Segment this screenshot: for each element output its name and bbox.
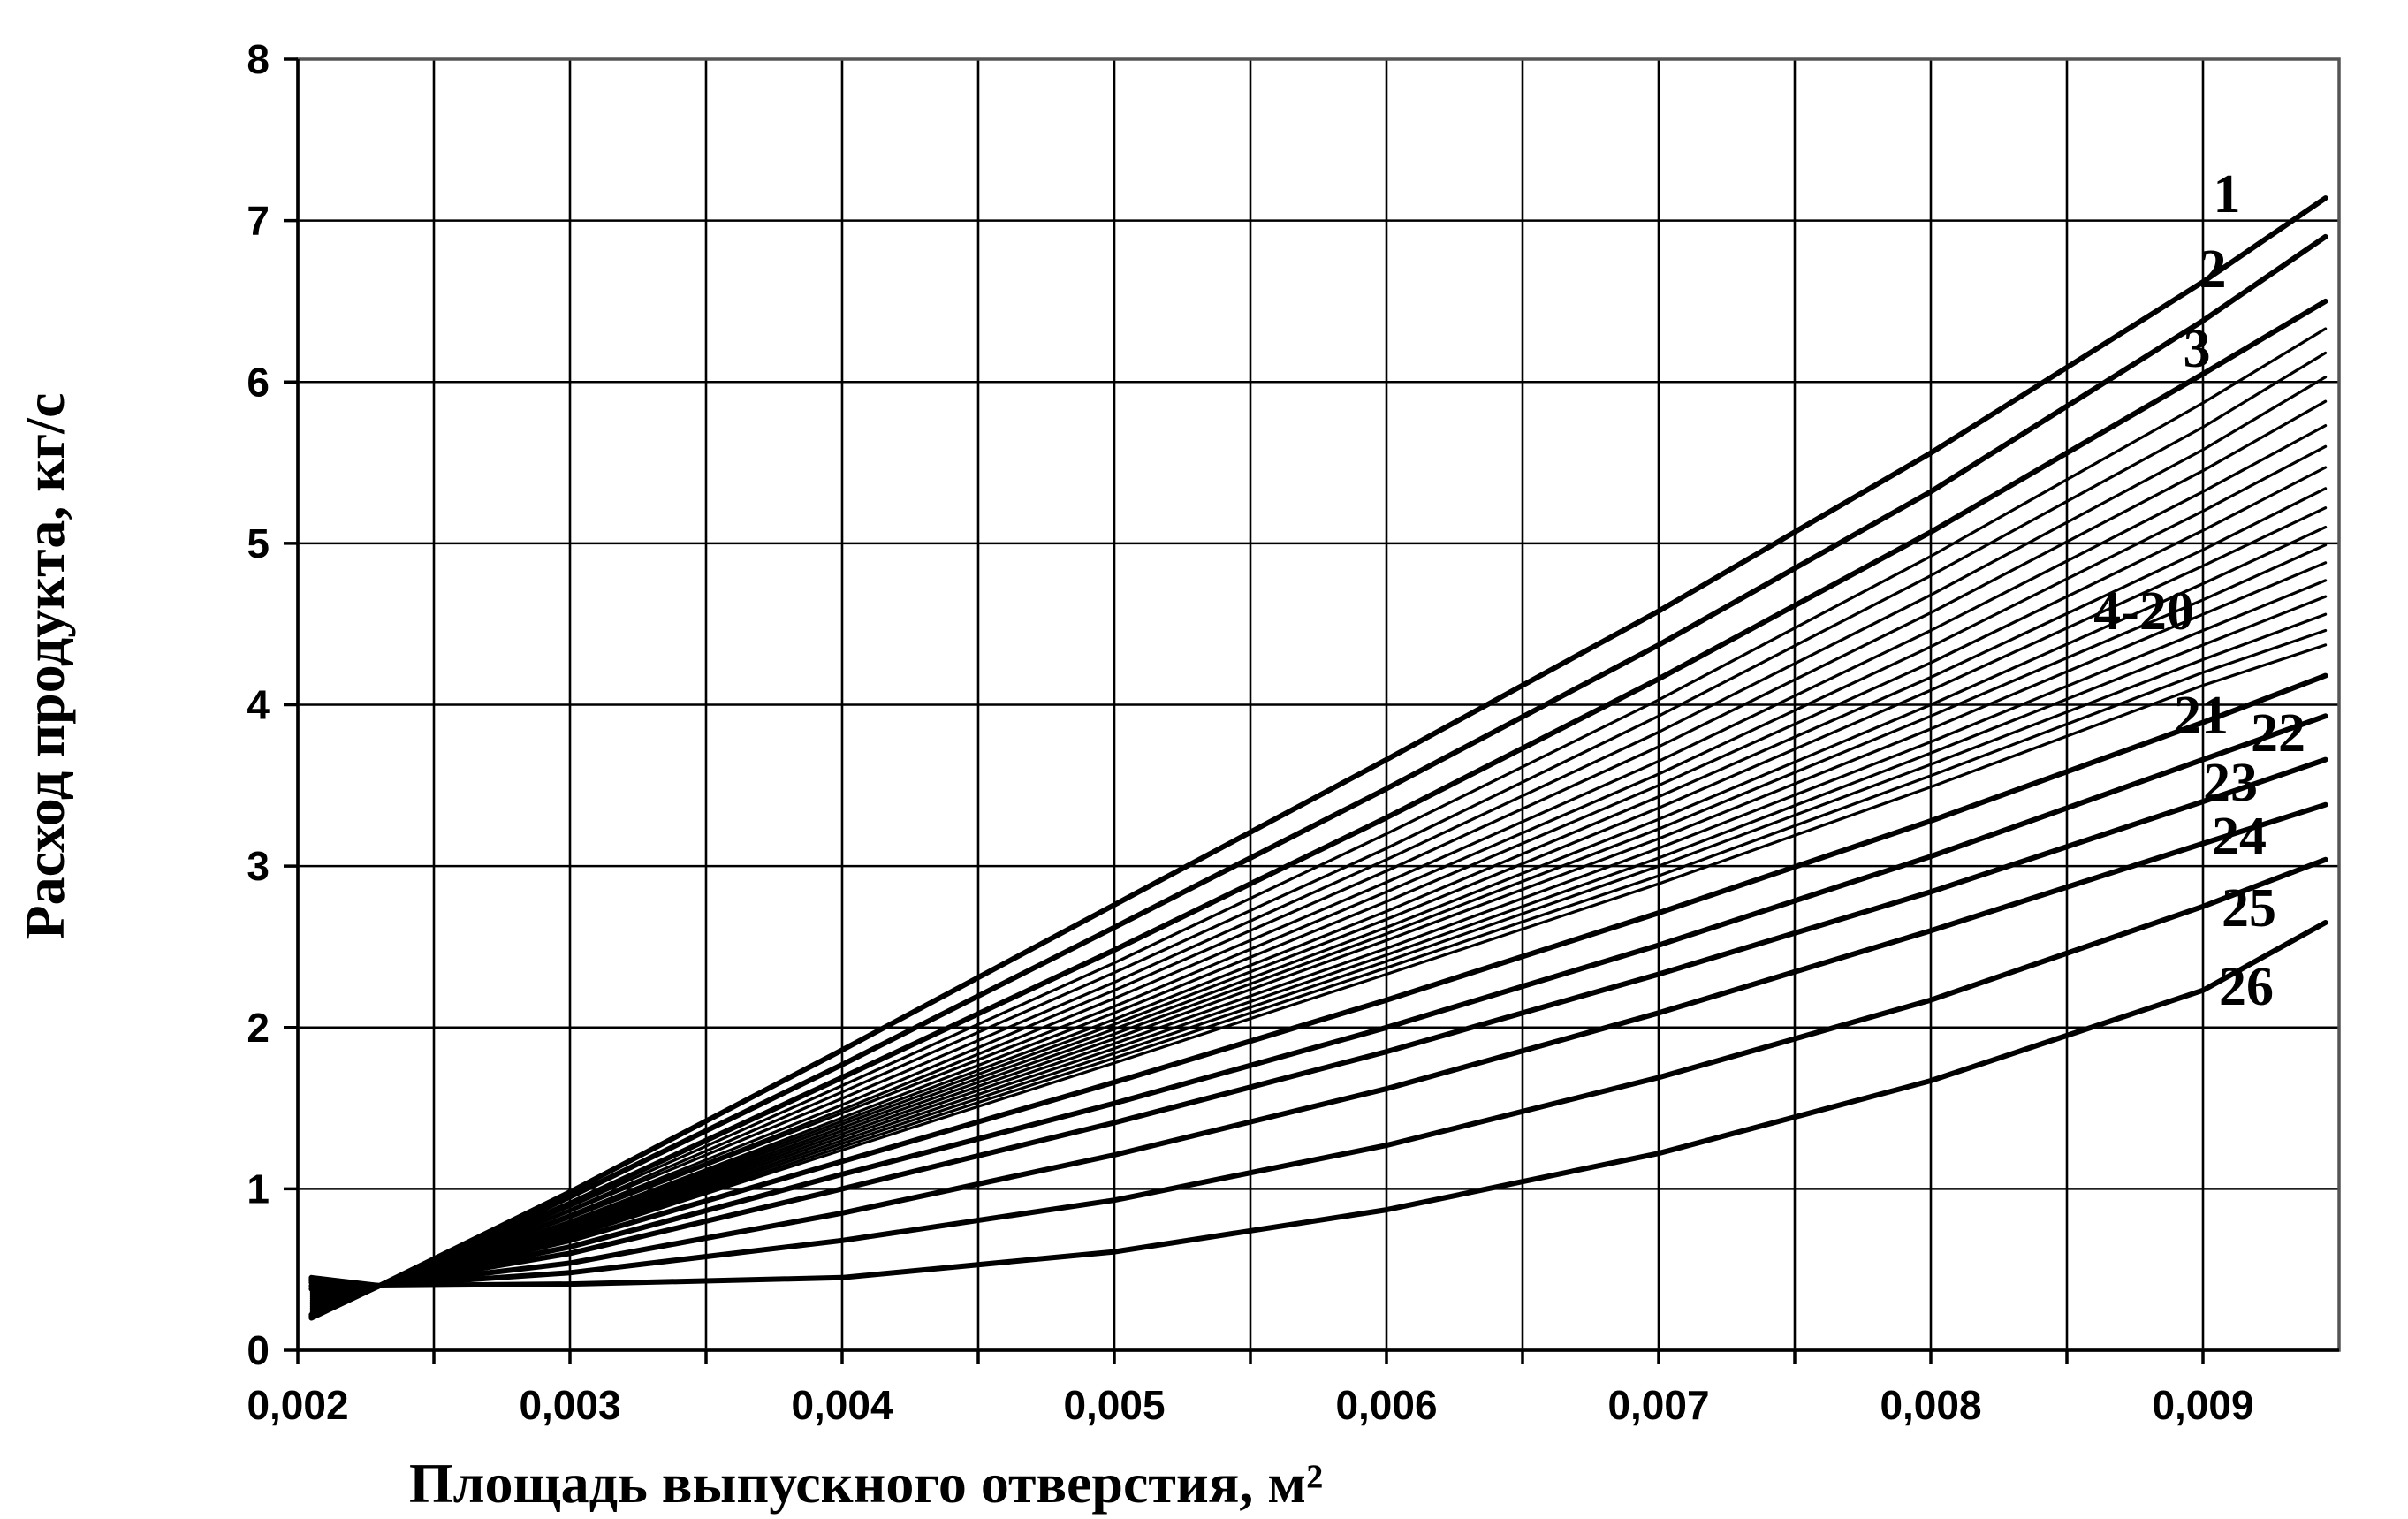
- curve-label-26: 26: [2219, 957, 2274, 1017]
- series-line-26: [308, 920, 2328, 1288]
- y-axis-title: Расход продукта, кг/с: [13, 393, 76, 940]
- curve-label-1: 1: [2214, 164, 2241, 224]
- x-tick-label: 0,004: [791, 1382, 893, 1428]
- series-line-25: [308, 856, 2328, 1288]
- series-line-10: [309, 466, 2328, 1307]
- curve-label-23: 23: [2203, 753, 2258, 813]
- series-line-3: [308, 298, 2328, 1318]
- x-tick-label: 0,006: [1335, 1382, 1437, 1428]
- x-tick-label: 0,009: [2152, 1382, 2253, 1428]
- series-line-2: [308, 233, 2328, 1319]
- series-line-23: [308, 756, 2328, 1288]
- y-tick-label: 2: [247, 1005, 270, 1051]
- series-lines: [308, 195, 2328, 1321]
- series-line-4: [309, 327, 2328, 1315]
- curve-label-22: 22: [2251, 703, 2305, 763]
- curve-label-2: 2: [2199, 239, 2227, 300]
- x-tick-labels: 0,002 0,003 0,004 0,005 0,006 0,007 0,008 0,009: [247, 1382, 2253, 1428]
- y-tick-label: 4: [247, 682, 270, 728]
- curve-label-3: 3: [2184, 319, 2211, 379]
- curve-label-21: 21: [2174, 686, 2229, 746]
- series-line-22: [308, 713, 2328, 1288]
- x-tick-label: 0,008: [1880, 1382, 1981, 1428]
- series-line-9: [309, 444, 2328, 1309]
- series-line-21: [308, 672, 2328, 1292]
- series-line-6: [309, 376, 2328, 1311]
- y-tick-label: 8: [247, 36, 270, 82]
- x-tick-label: 0,007: [1607, 1382, 1709, 1428]
- y-tick-label: 3: [247, 843, 270, 889]
- y-tick-label: 0: [247, 1327, 270, 1373]
- x-tick-label: 0,003: [519, 1382, 620, 1428]
- y-tick-labels: 0 1 2 3 4 5 6 7 8: [247, 36, 270, 1373]
- y-tick-label: 5: [247, 520, 270, 566]
- y-tick-label: 7: [247, 198, 270, 244]
- x-axis-title: Площадь выпускного отверстия, м²: [409, 1452, 1323, 1515]
- y-tick-label: 1: [247, 1166, 270, 1211]
- series-line-1: [308, 195, 2328, 1321]
- x-tick-label: 0,005: [1063, 1382, 1165, 1428]
- series-line-24: [308, 801, 2328, 1288]
- curve-label-4-20: 4-20: [2093, 581, 2194, 642]
- x-tick-label: 0,002: [247, 1382, 348, 1428]
- y-tick-label: 6: [247, 359, 270, 405]
- curve-label-25: 25: [2222, 878, 2276, 938]
- curve-label-24: 24: [2212, 807, 2267, 867]
- plot-frame: [284, 57, 2341, 1364]
